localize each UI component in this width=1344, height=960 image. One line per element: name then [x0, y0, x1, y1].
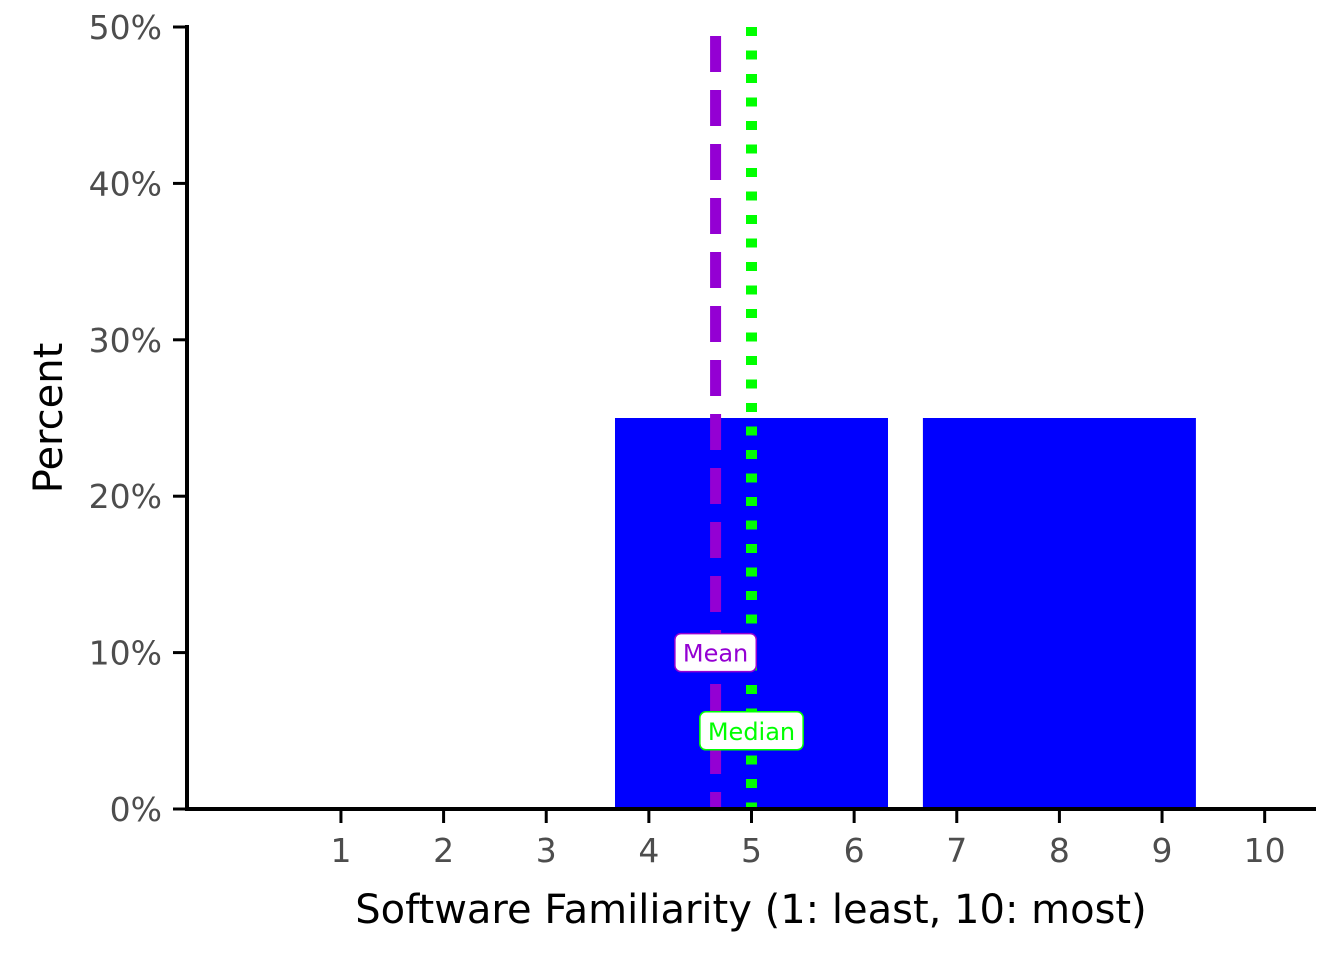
x-tick-label: 5 [741, 831, 762, 870]
y-axis-title: Percent [26, 343, 72, 494]
mean-label: Mean [674, 632, 758, 673]
y-tick-label: 20% [89, 477, 162, 516]
median-label-box [699, 711, 804, 751]
axes-layer: 0% 10% 20% 30% 40% 50% 1 2 3 4 5 6 7 8 9 10 [89, 8, 1316, 870]
x-tick-label: 7 [946, 831, 967, 870]
median-label-text: Median [708, 718, 795, 746]
x-tick-label: 1 [330, 831, 351, 870]
histogram-bar-2 [922, 418, 1196, 809]
y-tick-label: 0% [110, 790, 162, 829]
x-axis-title: Software Familiarity (1: least, 10: most… [355, 887, 1146, 933]
x-tick-label: 9 [1152, 831, 1173, 870]
reference-labels-layer: Mean Median [674, 632, 804, 751]
reference-lines-layer [710, 27, 757, 809]
y-tick-label: 50% [89, 8, 162, 47]
mean-label-text: Mean [683, 640, 748, 668]
y-tick-label: 10% [89, 634, 162, 673]
y-tick-label: 40% [89, 164, 162, 203]
x-tick-label: 10 [1244, 831, 1286, 870]
x-tick-label: 8 [1049, 831, 1070, 870]
bars-layer [614, 418, 1196, 809]
mean-label-box [674, 632, 758, 673]
x-tick-label: 4 [638, 831, 659, 870]
median-label: Median [699, 711, 804, 751]
x-tick-label: 6 [844, 831, 865, 870]
x-tick-label: 3 [536, 831, 557, 870]
x-tick-label: 2 [433, 831, 454, 870]
y-tick-label: 30% [89, 321, 162, 360]
